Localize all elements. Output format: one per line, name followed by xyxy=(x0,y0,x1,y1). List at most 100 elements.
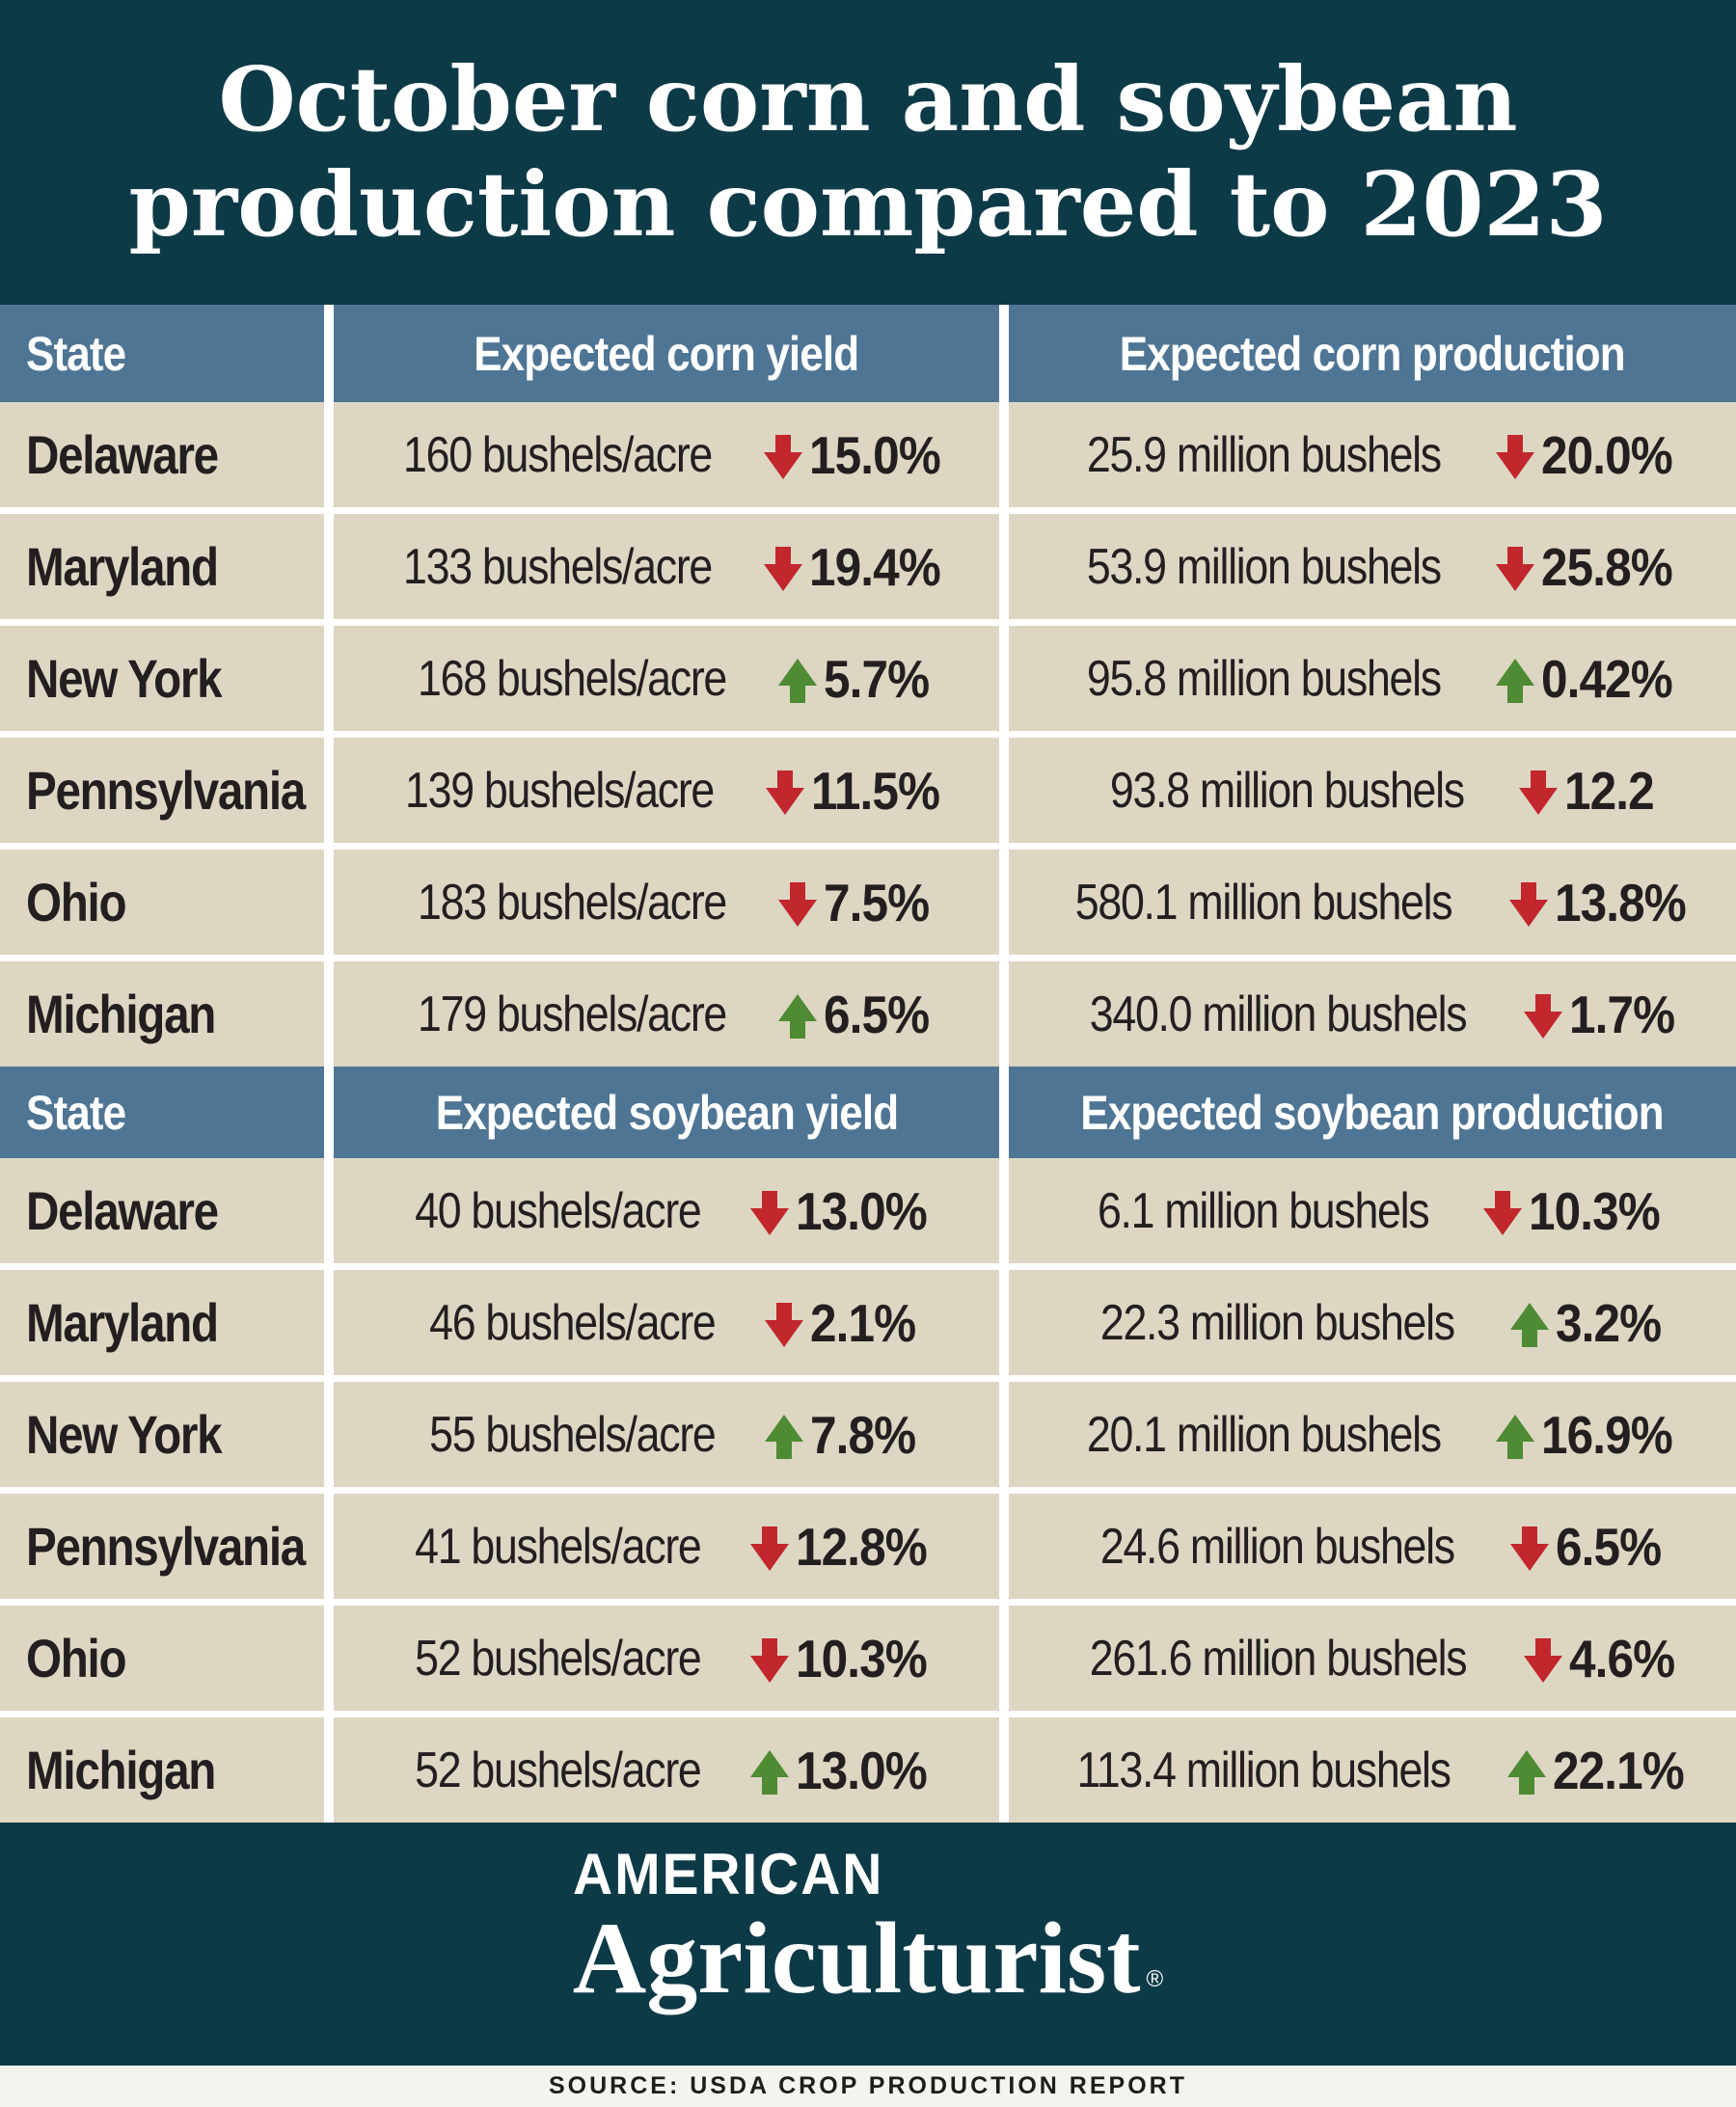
yield-cell: 46 bushels/acre 2.1% xyxy=(334,1270,999,1375)
soybean-header-state: State xyxy=(0,1067,324,1158)
production-trend-arrow xyxy=(1508,1302,1551,1347)
yield-value: 133 bushels/acre xyxy=(403,538,713,595)
production-value: 53.9 million bushels xyxy=(1086,538,1442,595)
yield-change-percent: 6.5% xyxy=(823,984,930,1044)
yield-trend-arrow xyxy=(763,1302,805,1347)
production-change-percent: 22.1% xyxy=(1553,1740,1685,1800)
yield-change-percent: 12.8% xyxy=(796,1516,928,1577)
production-value: 580.1 million bushels xyxy=(1074,874,1453,931)
table-row: Maryland 46 bushels/acre 2.1% 22.3 milli… xyxy=(0,1270,1736,1375)
yield-cell: 133 bushels/acre 19.4% xyxy=(334,514,999,619)
state-name: Michigan xyxy=(26,1740,216,1800)
title-line-1: October corn and soybean xyxy=(218,47,1518,152)
corn-table-header-row: State Expected corn yield Expected corn … xyxy=(0,305,1736,402)
production-value: 261.6 million bushels xyxy=(1089,1630,1468,1687)
production-change-percent: 12.2 xyxy=(1564,760,1655,821)
production-change-percent: 13.8% xyxy=(1555,872,1687,932)
yield-trend-arrow xyxy=(764,770,806,815)
source-credit: SOURCE: USDA CROP PRODUCTION REPORT xyxy=(549,2072,1187,2099)
production-trend-arrow xyxy=(1494,434,1536,479)
production-change-percent: 10.3% xyxy=(1528,1180,1661,1241)
production-value: 95.8 million bushels xyxy=(1086,650,1442,707)
soybean-table-body: Delaware 40 bushels/acre 13.0% 6.1 milli… xyxy=(0,1158,1736,1823)
production-cell: 95.8 million bushels 0.42% xyxy=(1009,626,1736,731)
yield-cell: 52 bushels/acre 13.0% xyxy=(334,1717,999,1823)
production-trend-arrow xyxy=(1508,1526,1551,1571)
production-cell: 6.1 million bushels 10.3% xyxy=(1009,1158,1736,1263)
state-cell: Maryland xyxy=(0,514,324,619)
yield-trend-arrow xyxy=(776,881,819,927)
yield-change-percent: 15.0% xyxy=(809,424,941,485)
corn-table: State Expected corn yield Expected corn … xyxy=(0,305,1736,1067)
yield-cell: 160 bushels/acre 15.0% xyxy=(334,402,999,507)
title-band: October corn and soybean production comp… xyxy=(0,0,1736,305)
production-change-percent: 4.6% xyxy=(1568,1628,1675,1688)
yield-trend-arrow xyxy=(748,1190,791,1235)
production-value: 22.3 million bushels xyxy=(1100,1294,1455,1351)
table-row: New York 168 bushels/acre 5.7% 95.8 mill… xyxy=(0,626,1736,731)
soybean-header-state-label: State xyxy=(26,1085,126,1140)
soybean-header-yield: Expected soybean yield xyxy=(334,1067,999,1158)
yield-value: 183 bushels/acre xyxy=(417,874,727,931)
production-cell: 261.6 million bushels 4.6% xyxy=(1009,1606,1736,1711)
yield-change-percent: 19.4% xyxy=(809,536,941,597)
american-agriculturist-logo: AMERICAN Agriculturist ® xyxy=(573,1823,1163,2066)
production-value: 25.9 million bushels xyxy=(1086,426,1442,483)
soybean-header-yield-label: Expected soybean yield xyxy=(435,1085,898,1140)
state-cell: Delaware xyxy=(0,402,324,507)
production-value: 113.4 million bushels xyxy=(1076,1742,1451,1798)
state-name: Michigan xyxy=(26,984,216,1044)
yield-trend-arrow xyxy=(762,434,804,479)
soybean-table: State Expected soybean yield Expected so… xyxy=(0,1067,1736,1823)
yield-change-percent: 7.5% xyxy=(823,872,930,932)
production-cell: 24.6 million bushels 6.5% xyxy=(1009,1494,1736,1599)
state-cell: Michigan xyxy=(0,1717,324,1823)
state-name: Delaware xyxy=(26,1180,219,1241)
production-cell: 22.3 million bushels 3.2% xyxy=(1009,1270,1736,1375)
production-trend-arrow xyxy=(1517,770,1560,815)
production-cell: 113.4 million bushels 22.1% xyxy=(1009,1717,1736,1823)
production-cell: 340.0 million bushels 1.7% xyxy=(1009,961,1736,1067)
production-value: 340.0 million bushels xyxy=(1089,986,1468,1042)
production-value: 20.1 million bushels xyxy=(1086,1406,1442,1463)
yield-change-percent: 5.7% xyxy=(823,648,930,709)
yield-change-percent: 2.1% xyxy=(810,1292,916,1353)
yield-value: 41 bushels/acre xyxy=(414,1518,702,1575)
yield-value: 55 bushels/acre xyxy=(428,1406,717,1463)
state-name: Maryland xyxy=(26,536,219,597)
yield-cell: 179 bushels/acre 6.5% xyxy=(334,961,999,1067)
table-row: Pennsylvania 139 bushels/acre 11.5% 93.8… xyxy=(0,738,1736,843)
brand-band: AMERICAN Agriculturist ® xyxy=(0,1823,1736,2066)
table-row: Michigan 52 bushels/acre 13.0% 113.4 mil… xyxy=(0,1717,1736,1823)
yield-cell: 41 bushels/acre 12.8% xyxy=(334,1494,999,1599)
production-change-percent: 3.2% xyxy=(1556,1292,1662,1353)
yield-value: 179 bushels/acre xyxy=(417,986,727,1042)
state-cell: Ohio xyxy=(0,850,324,955)
production-change-percent: 0.42% xyxy=(1541,648,1673,709)
production-change-percent: 6.5% xyxy=(1556,1516,1662,1577)
state-cell: Pennsylvania xyxy=(0,1494,324,1599)
production-value: 6.1 million bushels xyxy=(1098,1182,1430,1239)
production-cell: 20.1 million bushels 16.9% xyxy=(1009,1382,1736,1487)
production-trend-arrow xyxy=(1494,546,1536,591)
table-row: Delaware 40 bushels/acre 13.0% 6.1 milli… xyxy=(0,1158,1736,1263)
yield-change-percent: 7.8% xyxy=(810,1404,916,1465)
table-row: Maryland 133 bushels/acre 19.4% 53.9 mil… xyxy=(0,514,1736,619)
soybean-table-header-row: State Expected soybean yield Expected so… xyxy=(0,1067,1736,1158)
corn-header-production: Expected corn production xyxy=(1009,305,1736,402)
state-name: Pennsylvania xyxy=(26,760,306,821)
corn-header-state-label: State xyxy=(26,326,126,381)
yield-trend-arrow xyxy=(748,1749,791,1795)
brand-word-agriculturist-text: Agriculturist xyxy=(572,1901,1141,2014)
yield-value: 52 bushels/acre xyxy=(414,1742,702,1798)
production-trend-arrow xyxy=(1505,1749,1548,1795)
yield-cell: 183 bushels/acre 7.5% xyxy=(334,850,999,955)
state-name: New York xyxy=(26,1404,223,1465)
production-cell: 93.8 million bushels 12.2 xyxy=(1009,738,1736,843)
table-row: Delaware 160 bushels/acre 15.0% 25.9 mil… xyxy=(0,402,1736,507)
yield-value: 52 bushels/acre xyxy=(414,1630,702,1687)
state-cell: Michigan xyxy=(0,961,324,1067)
state-name: Ohio xyxy=(26,872,127,932)
yield-trend-arrow xyxy=(776,993,819,1039)
corn-table-body: Delaware 160 bushels/acre 15.0% 25.9 mil… xyxy=(0,402,1736,1067)
